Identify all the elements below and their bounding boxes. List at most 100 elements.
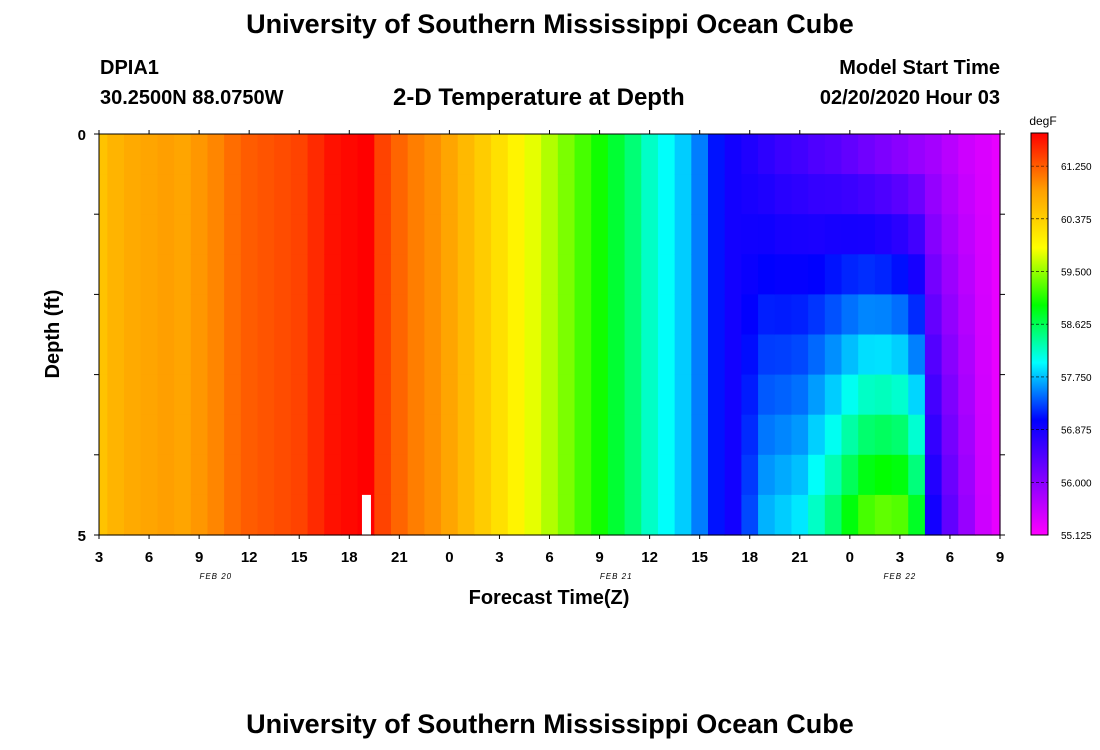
missing-data-cell [361,494,371,535]
heatmap-cell [908,134,926,175]
heatmap-cell [991,174,1001,215]
x-tick-label: 6 [545,549,553,566]
heatmap-cell [107,174,125,215]
heatmap-cell [491,334,509,376]
heatmap-cell [157,334,175,376]
heatmap-cell [557,494,576,536]
heatmap-cell [991,454,1001,496]
y-axis: 05 [78,127,1005,545]
heatmap-cell [541,414,559,456]
heatmap-cell [124,254,142,295]
heatmap-cell [741,294,759,336]
heatmap-cell [557,454,576,496]
date-label: FEB 21 [600,572,633,581]
heatmap-cell [357,254,375,295]
heatmap-cell [457,294,476,336]
heatmap-cell [99,134,108,175]
heatmap-cell [724,254,742,295]
heatmap-cell [324,414,342,456]
heatmap-cell [257,414,275,456]
heatmap-cell [524,214,542,255]
heatmap-cell [507,254,526,295]
heatmap-cell [357,334,375,376]
heatmap-cell [974,134,993,175]
heatmap-cell [374,294,392,336]
heatmap-cell [307,214,325,255]
heatmap-cell [691,494,709,536]
heatmap-cell [524,254,542,295]
heatmap-cell [824,294,843,336]
heatmap-cell [207,334,225,376]
heatmap-cell [708,134,726,175]
heatmap-cell [457,334,476,376]
colorbar: degF 61.250 60.375 59.500 58.625 57.750 56.87… [1029,114,1092,542]
heatmap-cell [140,254,158,295]
heatmap-cell [991,254,1001,295]
heatmap-cell [99,494,108,536]
heatmap-cell [974,334,993,376]
heatmap-cell [257,454,275,496]
heatmap-cell [441,294,459,336]
heatmap-cell [274,294,292,336]
heatmap-cell [441,414,459,456]
heatmap-cell [107,494,125,536]
heatmap-cell [541,494,559,536]
y-tick-label: 0 [78,127,86,144]
heatmap-cell [891,374,909,416]
heatmap-cell [724,334,742,376]
heatmap-cell [808,134,826,175]
heatmap-cell [124,294,142,336]
heatmap-cell [808,494,826,536]
heatmap-cell [941,254,959,295]
heatmap-cell [174,414,192,456]
heatmap-cell [791,174,809,215]
heatmap-cell [240,414,259,456]
heatmap-cell [841,134,859,175]
heatmap-cell [140,214,158,255]
heatmap-cell [324,494,342,536]
heatmap-cell [324,254,342,295]
heatmap-cell [758,494,776,536]
x-tick-label: 21 [791,549,808,566]
heatmap-cell [157,494,175,536]
colorbar-unit: degF [1029,114,1056,128]
heatmap-cell [891,334,909,376]
heatmap-cell [307,174,325,215]
heatmap-cell [257,374,275,416]
heatmap-cell [641,214,659,255]
heatmap-cell [824,254,843,295]
heatmap-cell [607,254,626,295]
heatmap-cell [624,334,642,376]
heatmap-cell [674,214,692,255]
date-labels: FEB 20 FEB 21 FEB 22 [199,572,915,581]
heatmap-cell [257,294,275,336]
heatmap-cell [791,494,809,536]
heatmap-cell [758,174,776,215]
heatmap-cell [357,214,375,255]
heatmap-cell [290,494,309,536]
heatmap-cell [207,214,225,255]
heatmap-cell [474,414,492,456]
heatmap-cell [441,374,459,416]
heatmap-cell [457,374,476,416]
heatmap-cell [190,174,209,215]
heatmap-cell [908,294,926,336]
heatmap-cell [357,374,375,416]
heatmap-cell [290,294,309,336]
heatmap-cell [891,294,909,336]
colorbar-scale [1030,132,1049,536]
heatmap-cell [390,494,409,536]
heatmap-cell [607,454,626,496]
heatmap-cell [958,334,976,376]
heatmap-cell [424,214,442,255]
heatmap-cell [758,454,776,496]
x-tick-label: 3 [495,549,503,566]
heatmap-cell [858,414,876,456]
heatmap-cell [441,174,459,215]
heatmap-cell [374,494,392,536]
heatmap-cell [624,494,642,536]
heatmap-cell [708,454,726,496]
heatmap-cell [340,294,359,336]
heatmap-cell [607,214,626,255]
